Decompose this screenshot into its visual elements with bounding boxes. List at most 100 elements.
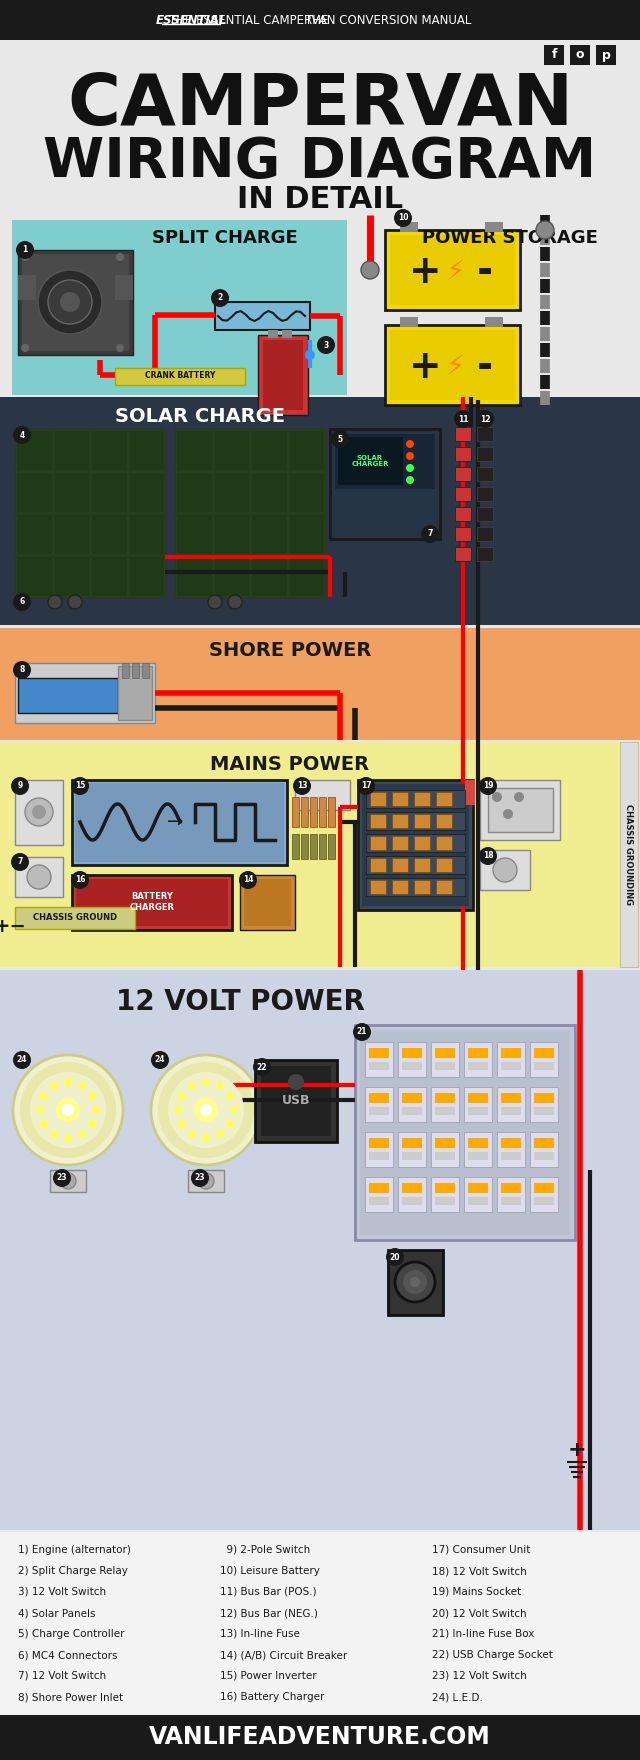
Bar [255, 1060, 337, 1142]
Circle shape [386, 1248, 404, 1265]
Circle shape [293, 776, 311, 796]
Bar [338, 436, 403, 486]
Bar [435, 1153, 455, 1160]
Bar [91, 556, 127, 597]
Bar [16, 514, 51, 554]
Bar [268, 329, 278, 338]
Text: 21) In-line Fuse Box: 21) In-line Fuse Box [432, 1630, 534, 1639]
Bar [369, 1107, 389, 1116]
Circle shape [36, 1105, 44, 1114]
Text: 10) Leisure Battery: 10) Leisure Battery [220, 1566, 320, 1575]
Bar [369, 1183, 389, 1193]
Text: 23: 23 [195, 1174, 205, 1183]
Bar [534, 1153, 554, 1160]
Bar [530, 1132, 558, 1167]
Bar [15, 780, 63, 845]
Bar [258, 334, 308, 415]
Bar [0, 628, 640, 739]
Circle shape [48, 280, 92, 324]
Bar [402, 1139, 422, 1148]
Bar [365, 1088, 393, 1123]
Circle shape [53, 1169, 71, 1186]
Bar [72, 780, 287, 864]
Bar [468, 1047, 488, 1058]
Bar [369, 1197, 389, 1206]
Circle shape [48, 595, 62, 609]
Text: 1: 1 [22, 245, 28, 255]
Bar [402, 1107, 422, 1116]
Text: 7) 12 Volt Switch: 7) 12 Volt Switch [18, 1670, 106, 1681]
Bar [477, 466, 493, 480]
Bar [369, 1047, 389, 1058]
Bar [436, 813, 452, 827]
Bar [0, 0, 640, 40]
Bar [366, 878, 465, 896]
Bar [534, 1183, 554, 1193]
Bar [402, 1093, 422, 1104]
Text: CRANK BATTERY: CRANK BATTERY [145, 371, 215, 380]
Bar [122, 664, 129, 678]
Bar [497, 1088, 525, 1123]
Bar [455, 526, 471, 540]
Bar [240, 875, 295, 929]
Text: →: → [167, 813, 183, 831]
Text: VANLIFEADVENTURE.COM: VANLIFEADVENTURE.COM [149, 1725, 491, 1749]
Circle shape [78, 1130, 86, 1139]
Bar [534, 1197, 554, 1206]
Circle shape [21, 253, 29, 260]
Bar [485, 317, 503, 327]
Bar [16, 429, 51, 470]
Bar [289, 472, 324, 512]
Bar [620, 743, 638, 966]
Bar [369, 1139, 389, 1148]
Bar [176, 429, 211, 470]
Circle shape [60, 292, 80, 312]
Circle shape [168, 1072, 244, 1148]
Text: BATTERY
CHARGER: BATTERY CHARGER [129, 892, 175, 912]
Circle shape [188, 1130, 196, 1139]
Text: -: - [477, 253, 493, 290]
Bar [91, 472, 127, 512]
Text: 2) Split Charge Relay: 2) Split Charge Relay [18, 1566, 128, 1575]
Circle shape [288, 1074, 304, 1089]
Text: f: f [551, 49, 557, 62]
Bar [501, 1153, 521, 1160]
Bar [465, 780, 475, 804]
Circle shape [13, 593, 31, 611]
Bar [534, 1139, 554, 1148]
Text: 9: 9 [17, 781, 22, 790]
Bar [402, 1153, 422, 1160]
Bar [328, 834, 335, 859]
Text: 24: 24 [17, 1056, 28, 1065]
Bar [435, 1061, 455, 1070]
Circle shape [64, 1133, 72, 1142]
Text: 4: 4 [19, 431, 24, 440]
Bar [477, 428, 493, 442]
Circle shape [71, 776, 89, 796]
Bar [301, 797, 308, 827]
Circle shape [38, 269, 102, 334]
Circle shape [174, 1105, 182, 1114]
Bar [455, 447, 471, 461]
Text: 23: 23 [57, 1174, 67, 1183]
Bar [477, 488, 493, 502]
Bar [468, 1107, 488, 1116]
Bar [455, 507, 471, 521]
Text: 18: 18 [483, 852, 493, 861]
Bar [54, 556, 89, 597]
Text: p: p [602, 49, 611, 62]
Bar [431, 1088, 459, 1123]
Circle shape [194, 1098, 218, 1123]
Text: 12: 12 [480, 415, 490, 424]
Circle shape [151, 1054, 261, 1165]
Bar [435, 1183, 455, 1193]
Circle shape [13, 662, 31, 679]
Circle shape [20, 1061, 116, 1158]
Circle shape [536, 222, 554, 239]
Bar [392, 857, 408, 871]
Circle shape [30, 1072, 106, 1148]
Bar [435, 1197, 455, 1206]
Bar [398, 1132, 426, 1167]
Text: USB: USB [282, 1095, 310, 1107]
Bar [435, 1107, 455, 1116]
